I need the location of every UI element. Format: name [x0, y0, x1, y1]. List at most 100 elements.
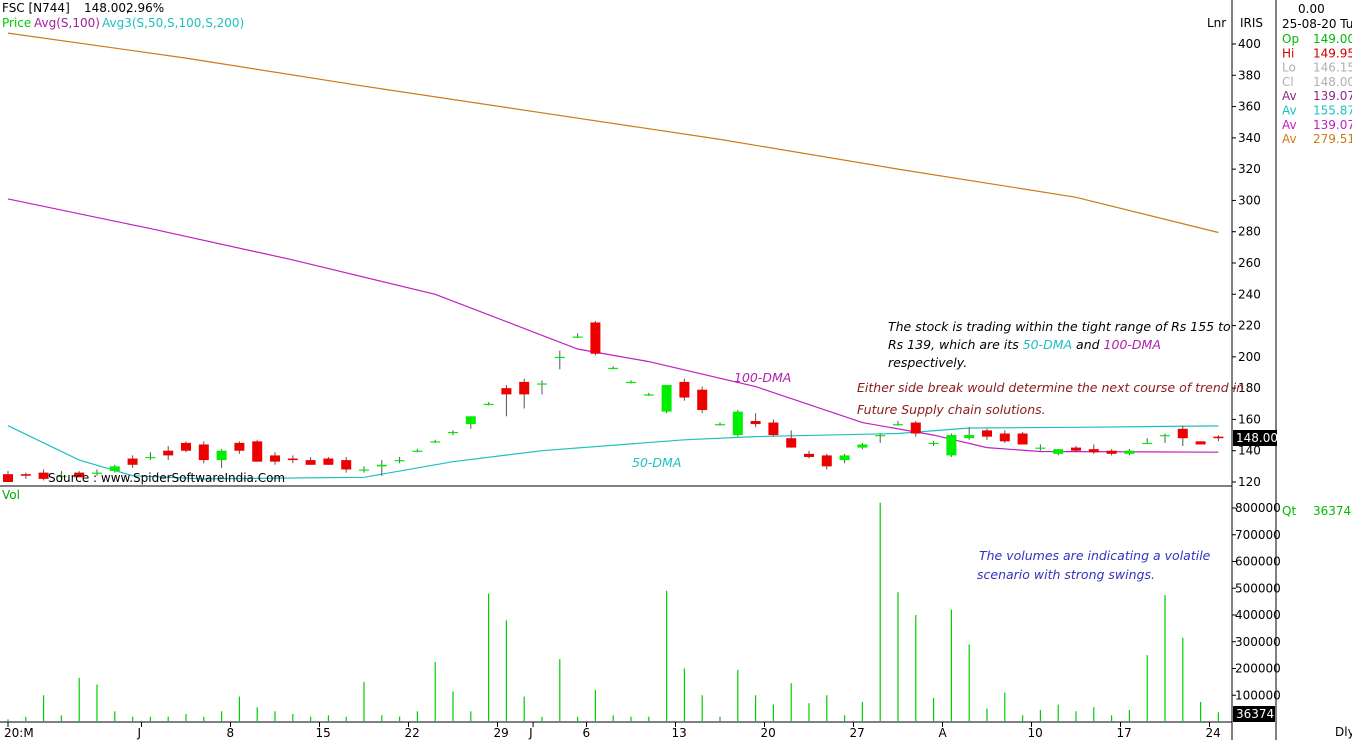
- candle: [821, 453, 832, 470]
- candle-body: [501, 388, 512, 395]
- candle-body: [74, 472, 85, 478]
- ma200-line: [7, 32, 1219, 234]
- candle: [92, 469, 102, 476]
- candle-body: [341, 460, 352, 470]
- candle-body: [732, 411, 743, 436]
- price-tick-label: 120: [1238, 475, 1261, 489]
- candle-body: [430, 441, 441, 443]
- candle: [38, 469, 49, 481]
- candle: [964, 427, 975, 440]
- candle-body: [145, 456, 156, 459]
- candle-body: [1106, 450, 1117, 454]
- x-tick-label: 13: [672, 726, 687, 740]
- candle-body: [359, 469, 369, 471]
- x-tick-label: 6: [583, 726, 591, 740]
- candle-body: [483, 403, 494, 405]
- candle: [163, 446, 174, 461]
- volume-tick-label: 800000: [1235, 501, 1281, 515]
- candle-body: [768, 422, 779, 436]
- axes: 120 140 160 180 200 220 240 260 280 300 320 340 360 3…: [4, 37, 1281, 740]
- candle-body: [893, 424, 903, 426]
- readout-label: Av: [1282, 118, 1297, 132]
- break-note-line2: Future Supply chain solutions.: [857, 402, 1046, 417]
- x-tick-label: 20: [761, 726, 776, 740]
- candle: [1035, 444, 1046, 451]
- candle-body: [92, 472, 102, 474]
- candle: [181, 441, 191, 453]
- indicator-label-ma-set: Avg3(S,50,S,100,S,200): [102, 16, 244, 30]
- range-note-dma50: 50-DMA: [1023, 337, 1072, 352]
- candle-body: [821, 455, 832, 467]
- candle: [893, 420, 903, 426]
- candle: [857, 442, 868, 450]
- candle-body: [608, 367, 619, 370]
- volume-tag-box: [1233, 706, 1275, 722]
- candle-body: [20, 474, 31, 476]
- candle-body: [643, 394, 654, 396]
- candle-body: [626, 381, 636, 384]
- candle: [519, 378, 530, 409]
- candle-body: [287, 458, 298, 461]
- readout-label: Cl: [1282, 75, 1294, 89]
- price-tick-label: 340: [1238, 131, 1261, 145]
- candle-body: [519, 381, 530, 395]
- range-note-line2-a: Rs 139, which are its: [888, 337, 1023, 352]
- candle-body: [697, 389, 708, 411]
- volume-bars: [7, 502, 1220, 722]
- candle-body: [715, 424, 725, 426]
- candle: [216, 449, 227, 468]
- candle: [252, 439, 263, 462]
- x-tick-label: 8: [227, 726, 235, 740]
- candle-body: [1017, 433, 1028, 445]
- candle-body: [465, 416, 476, 425]
- x-tick-label: 29: [494, 726, 509, 740]
- candle: [732, 410, 743, 437]
- candle: [1017, 431, 1028, 445]
- price-tick-label: 400: [1238, 37, 1261, 51]
- candle: [750, 413, 761, 428]
- ma100-line: [7, 198, 1219, 453]
- candle: [145, 452, 156, 461]
- candle-body: [270, 455, 280, 462]
- candle: [697, 386, 708, 414]
- candle-body: [1053, 449, 1064, 454]
- price-tick-label: 200: [1238, 350, 1261, 364]
- candle-body: [839, 455, 850, 461]
- price-tag: 148.00: [1236, 431, 1278, 445]
- candle: [270, 452, 280, 465]
- candle: [412, 449, 423, 453]
- candle-body: [804, 453, 814, 457]
- candle: [928, 441, 939, 447]
- candle: [875, 433, 886, 443]
- candle-body: [1035, 447, 1046, 449]
- candle-body: [910, 422, 921, 434]
- volume-tick-label: 500000: [1235, 581, 1281, 595]
- candle: [287, 455, 298, 464]
- candle-body: [56, 475, 67, 477]
- candle: [982, 428, 992, 440]
- candle-body: [750, 420, 761, 425]
- readout-value: 279.51: [1313, 132, 1352, 146]
- candle-body: [412, 450, 423, 452]
- candle: [1142, 438, 1153, 445]
- candle-body: [252, 441, 263, 462]
- candle: [465, 416, 476, 429]
- price-tick-label: 240: [1238, 287, 1261, 301]
- x-tick-label: 10: [1028, 726, 1043, 740]
- volume-tick-label: 600000: [1235, 555, 1281, 569]
- price-tick-label: 140: [1238, 444, 1261, 458]
- candle: [3, 471, 13, 482]
- volume-tick-label: 200000: [1235, 662, 1281, 676]
- candle: [537, 380, 547, 395]
- candle-body: [1213, 436, 1224, 439]
- candle: [608, 366, 619, 370]
- candle: [786, 430, 797, 448]
- readout-label: Av: [1282, 132, 1297, 146]
- source-label: Source : www.SpiderSoftwareIndia.Com: [48, 471, 285, 485]
- candle-body: [928, 442, 939, 445]
- candle: [554, 350, 565, 370]
- candle-body: [679, 381, 690, 398]
- readout-label: Lo: [1282, 61, 1296, 75]
- symbol-label: FSC [N744]: [2, 1, 70, 15]
- timeframe-label: Dly: [1335, 725, 1352, 739]
